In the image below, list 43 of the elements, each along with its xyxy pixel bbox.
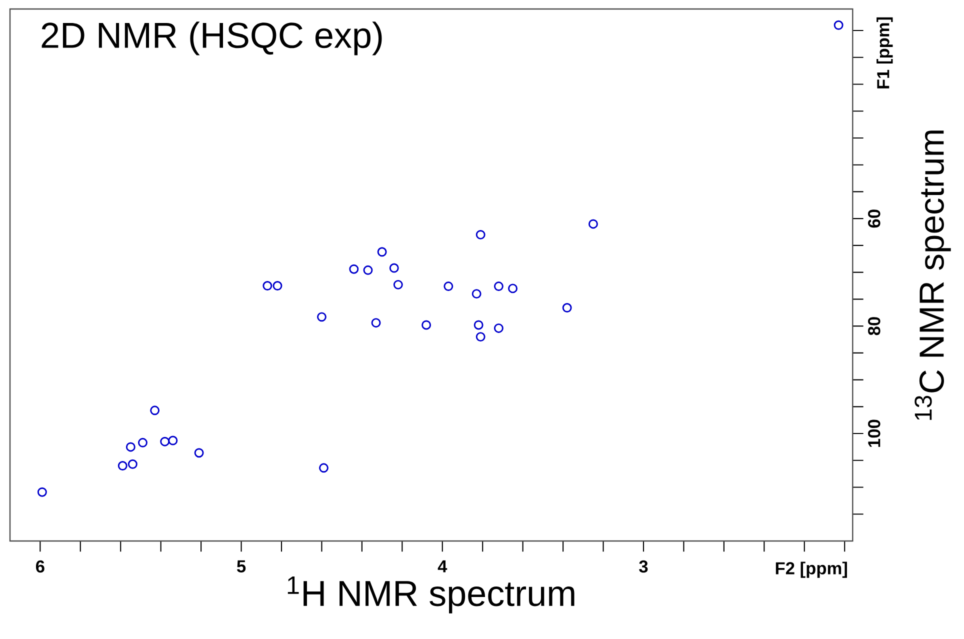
point [474, 320, 484, 330]
point [508, 284, 518, 294]
point [168, 436, 178, 446]
point [37, 487, 47, 497]
chart-title: 2D NMR (HSQC exp) [42, 22, 382, 56]
point [588, 219, 598, 229]
point [194, 448, 204, 458]
point [160, 436, 170, 446]
y-tick-label: 100 [868, 420, 880, 447]
point [562, 303, 572, 313]
x-tick-label: 4 [438, 560, 448, 572]
point [476, 332, 486, 342]
point [389, 263, 399, 273]
point [262, 281, 272, 290]
point [363, 265, 373, 275]
text: F1 [ppm] [876, 17, 893, 88]
point [126, 442, 136, 452]
point [472, 289, 482, 299]
x-tick-label: 3 [639, 560, 648, 573]
x-tick-label: 6 [36, 560, 44, 573]
point [316, 312, 326, 322]
y-tick-label: 60 [868, 210, 880, 228]
point [138, 438, 148, 448]
point [371, 318, 381, 328]
point [476, 230, 486, 240]
point [422, 320, 432, 330]
y-axis-title: $^{13}$C NMR spectrum [914, 130, 951, 420]
point [150, 406, 160, 416]
x-axis-title: $^{1}$H NMR spectrum [288, 576, 574, 614]
point [494, 282, 504, 292]
point [444, 282, 454, 292]
y-tick-label: 80 [868, 317, 880, 336]
point [377, 247, 387, 257]
point [118, 461, 128, 470]
text: F2 [ppm] [776, 562, 847, 578]
point [494, 323, 504, 333]
point [349, 264, 359, 274]
point [319, 463, 328, 473]
point [272, 281, 282, 290]
point [834, 20, 844, 30]
point [393, 280, 403, 290]
x-tick-label: 5 [237, 560, 246, 572]
point [128, 459, 138, 469]
